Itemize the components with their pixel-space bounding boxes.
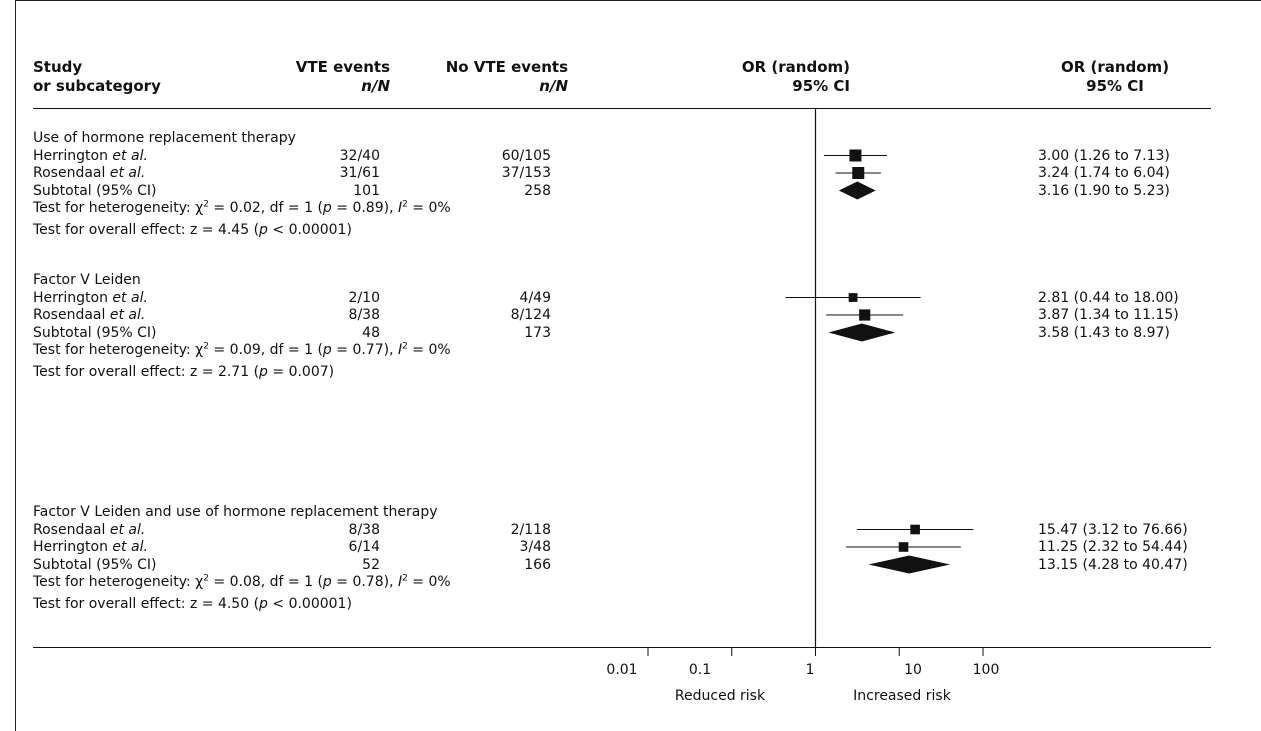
study-suffix: et al. bbox=[105, 521, 146, 538]
axis-label-reduced-risk: Reduced risk bbox=[674, 688, 766, 704]
header-or-random: OR (random) bbox=[741, 58, 850, 76]
figure-frame bbox=[15, 0, 1261, 731]
study-novte: 3/48 bbox=[519, 539, 551, 555]
study-suffix: et al. bbox=[107, 539, 148, 555]
header-subcategory: or subcategory bbox=[33, 77, 161, 95]
subtotal-or-ci: 3.16 (1.90 to 5.23) bbox=[1038, 182, 1170, 199]
group-title: Factor V Leiden bbox=[33, 272, 141, 288]
study-suffix: et al. bbox=[105, 307, 146, 323]
tick-label-1: 1 bbox=[805, 662, 815, 678]
study-name: Rosendaal et al. bbox=[33, 165, 146, 181]
header-study: Study bbox=[33, 58, 83, 76]
header-vte-events: VTE events bbox=[295, 58, 390, 76]
header-vte-nN: n/N bbox=[361, 77, 390, 95]
axis-label-increased-risk: Increased risk bbox=[853, 688, 951, 704]
overall-effect-test: Test for overall effect: z = 4.50 (p < 0… bbox=[33, 595, 352, 612]
study-vte: 6/14 bbox=[348, 539, 380, 555]
subtotal-label: Subtotal (95% CI) bbox=[33, 182, 157, 199]
study-vte: 8/38 bbox=[348, 307, 380, 323]
subtotal-novte: 173 bbox=[524, 324, 551, 341]
pooled-diamond bbox=[868, 555, 951, 574]
heterogeneity-test: Test for heterogeneity: χ2 = 0.02, df = … bbox=[33, 199, 451, 216]
pooled-diamond bbox=[838, 181, 876, 200]
group-title: Use of hormone replacement therapy bbox=[33, 130, 296, 146]
tick-label-100: 100 bbox=[972, 662, 1000, 678]
study-novte: 8/124 bbox=[510, 307, 551, 323]
subtotal-novte: 258 bbox=[524, 182, 551, 199]
header-or-random-right: OR (random) bbox=[1060, 58, 1170, 76]
footer-rule bbox=[33, 647, 1211, 648]
study-suffix: et al. bbox=[107, 147, 148, 164]
header-no-vte-events: No VTE events bbox=[445, 58, 568, 76]
header-no-vte-nN: n/N bbox=[539, 77, 568, 95]
header-rule bbox=[33, 108, 1211, 109]
tick-label-0.01: 0.01 bbox=[606, 662, 638, 678]
study-suffix: et al. bbox=[105, 165, 146, 181]
subtotal-novte: 166 bbox=[524, 556, 551, 573]
tick-label-10: 10 bbox=[904, 662, 922, 678]
study-vte: 8/38 bbox=[348, 521, 380, 538]
point-estimate bbox=[849, 149, 862, 162]
study-or-ci: 15.47 (3.12 to 76.66) bbox=[1038, 521, 1188, 538]
subtotal-label: Subtotal (95% CI) bbox=[33, 324, 157, 341]
heterogeneity-test: Test for heterogeneity: χ2 = 0.08, df = … bbox=[33, 573, 451, 590]
study-or-ci: 3.87 (1.34 to 11.15) bbox=[1038, 307, 1179, 323]
study-novte: 2/118 bbox=[510, 521, 551, 538]
study-suffix: et al. bbox=[107, 289, 148, 306]
overall-effect-test: Test for overall effect: z = 4.45 (p < 0… bbox=[33, 221, 352, 238]
heterogeneity-test: Test for heterogeneity: χ2 = 0.09, df = … bbox=[33, 341, 451, 358]
study-vte: 31/61 bbox=[339, 165, 380, 181]
study-name: Rosendaal et al. bbox=[33, 521, 146, 538]
study-vte: 2/10 bbox=[348, 289, 380, 306]
study-name: Herrington et al. bbox=[33, 539, 148, 555]
tick-label-0.1: 0.1 bbox=[688, 662, 712, 678]
study-or-ci: 2.81 (0.44 to 18.00) bbox=[1038, 289, 1179, 306]
subtotal-vte: 48 bbox=[362, 324, 380, 341]
study-or-ci: 3.24 (1.74 to 6.04) bbox=[1038, 165, 1170, 181]
study-vte: 32/40 bbox=[339, 147, 380, 164]
study-name: Herrington et al. bbox=[33, 147, 148, 164]
subtotal-vte: 52 bbox=[362, 556, 380, 573]
group-title: Factor V Leiden and use of hormone repla… bbox=[33, 504, 438, 520]
point-estimate bbox=[852, 167, 865, 179]
overall-effect-test: Test for overall effect: z = 2.71 (p = 0… bbox=[33, 363, 335, 380]
study-or-ci: 3.00 (1.26 to 7.13) bbox=[1038, 147, 1170, 164]
point-estimate bbox=[848, 293, 858, 302]
subtotal-label: Subtotal (95% CI) bbox=[33, 556, 157, 573]
point-estimate bbox=[898, 542, 909, 552]
study-name: Rosendaal et al. bbox=[33, 307, 146, 323]
header-or-ci: 95% CI bbox=[792, 77, 850, 95]
subtotal-vte: 101 bbox=[353, 182, 380, 199]
point-estimate bbox=[859, 309, 871, 321]
pooled-diamond bbox=[828, 323, 896, 342]
header-or-ci-right: 95% CI bbox=[1086, 77, 1144, 95]
study-name: Herrington et al. bbox=[33, 289, 148, 306]
point-estimate bbox=[910, 524, 920, 535]
subtotal-or-ci: 3.58 (1.43 to 8.97) bbox=[1038, 324, 1170, 341]
study-novte: 4/49 bbox=[519, 289, 551, 306]
study-or-ci: 11.25 (2.32 to 54.44) bbox=[1038, 539, 1188, 555]
study-novte: 37/153 bbox=[501, 165, 551, 181]
subtotal-or-ci: 13.15 (4.28 to 40.47) bbox=[1038, 556, 1188, 573]
study-novte: 60/105 bbox=[501, 147, 551, 164]
